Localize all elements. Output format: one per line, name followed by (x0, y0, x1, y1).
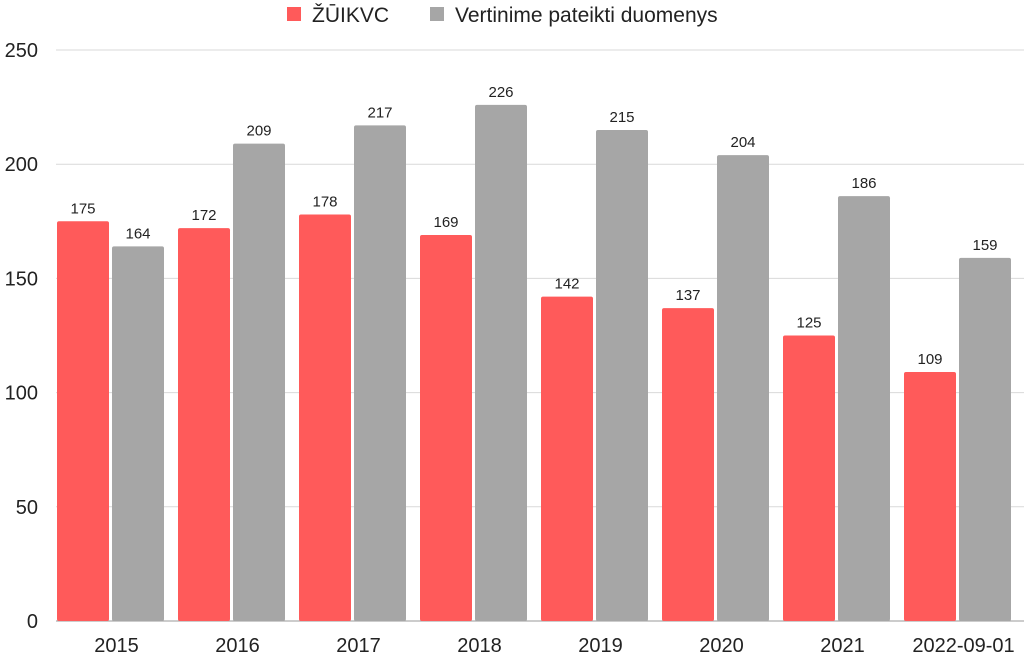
y-tick-label: 0 (27, 611, 38, 633)
y-axis: 0 50 100 150 200 250 (5, 40, 38, 633)
bar-vertinime-2020 (717, 155, 769, 621)
bar-zuikvc-2020 (662, 308, 714, 621)
data-label: 125 (796, 315, 821, 332)
data-label: 217 (367, 104, 392, 121)
legend-label: Vertinime pateikti duomenys (455, 4, 718, 27)
bar-vertinime-2021 (838, 196, 890, 621)
bar-vertinime-2022-09-01 (959, 257, 1011, 621)
data-label: 175 (70, 200, 95, 217)
bar-vertinime-2015 (112, 246, 164, 621)
y-tick-label: 100 (5, 383, 38, 405)
legend-swatch (287, 7, 301, 21)
data-label: 109 (917, 351, 942, 368)
bar-vertinime-2017 (354, 125, 406, 621)
data-label: 209 (246, 123, 271, 140)
data-label: 137 (675, 287, 700, 304)
x-tick-label: 2018 (457, 635, 502, 657)
x-tick-label: 2022-09-01 (912, 635, 1014, 657)
bar-vertinime-2016 (233, 143, 285, 622)
data-labels: 175 164 172 209 178 217 169 226 142 215 137 204 125 1… (70, 84, 997, 368)
bar-zuikvc-2018 (420, 235, 472, 621)
data-label: 159 (972, 237, 997, 254)
data-label: 204 (730, 134, 755, 151)
legend-swatch (430, 7, 444, 21)
bar-zuikvc-2016 (178, 228, 230, 622)
x-tick-label: 2015 (94, 635, 139, 657)
x-tick-label: 2019 (578, 635, 623, 657)
bar-zuikvc-2021 (783, 335, 835, 621)
bars (57, 104, 1011, 622)
x-tick-label: 2020 (699, 635, 744, 657)
data-label: 215 (609, 109, 634, 126)
bar-vertinime-2019 (596, 129, 648, 621)
y-tick-label: 200 (5, 154, 38, 176)
data-label: 186 (851, 175, 876, 192)
x-axis: 2015 2016 2017 2018 2019 2020 2021 2022-09-01 (94, 635, 1014, 657)
data-label: 164 (125, 225, 150, 242)
y-tick-label: 250 (5, 40, 38, 62)
data-label: 142 (554, 276, 579, 293)
y-tick-label: 150 (5, 268, 38, 290)
data-label: 226 (488, 84, 513, 101)
legend: ŽŪIKVC Vertinime pateikti duomenys (287, 4, 718, 27)
data-label: 178 (312, 193, 337, 210)
data-label: 169 (433, 214, 458, 231)
data-label: 172 (191, 207, 216, 224)
bar-zuikvc-2015 (57, 221, 109, 622)
bar-zuikvc-2019 (541, 296, 593, 621)
x-tick-label: 2021 (820, 635, 865, 657)
bar-vertinime-2018 (475, 104, 527, 622)
x-tick-label: 2016 (215, 635, 260, 657)
bar-zuikvc-2017 (299, 214, 351, 621)
x-tick-label: 2017 (336, 635, 381, 657)
bar-zuikvc-2022-09-01 (904, 372, 956, 621)
legend-label: ŽŪIKVC (312, 4, 389, 27)
y-tick-label: 50 (16, 497, 38, 519)
